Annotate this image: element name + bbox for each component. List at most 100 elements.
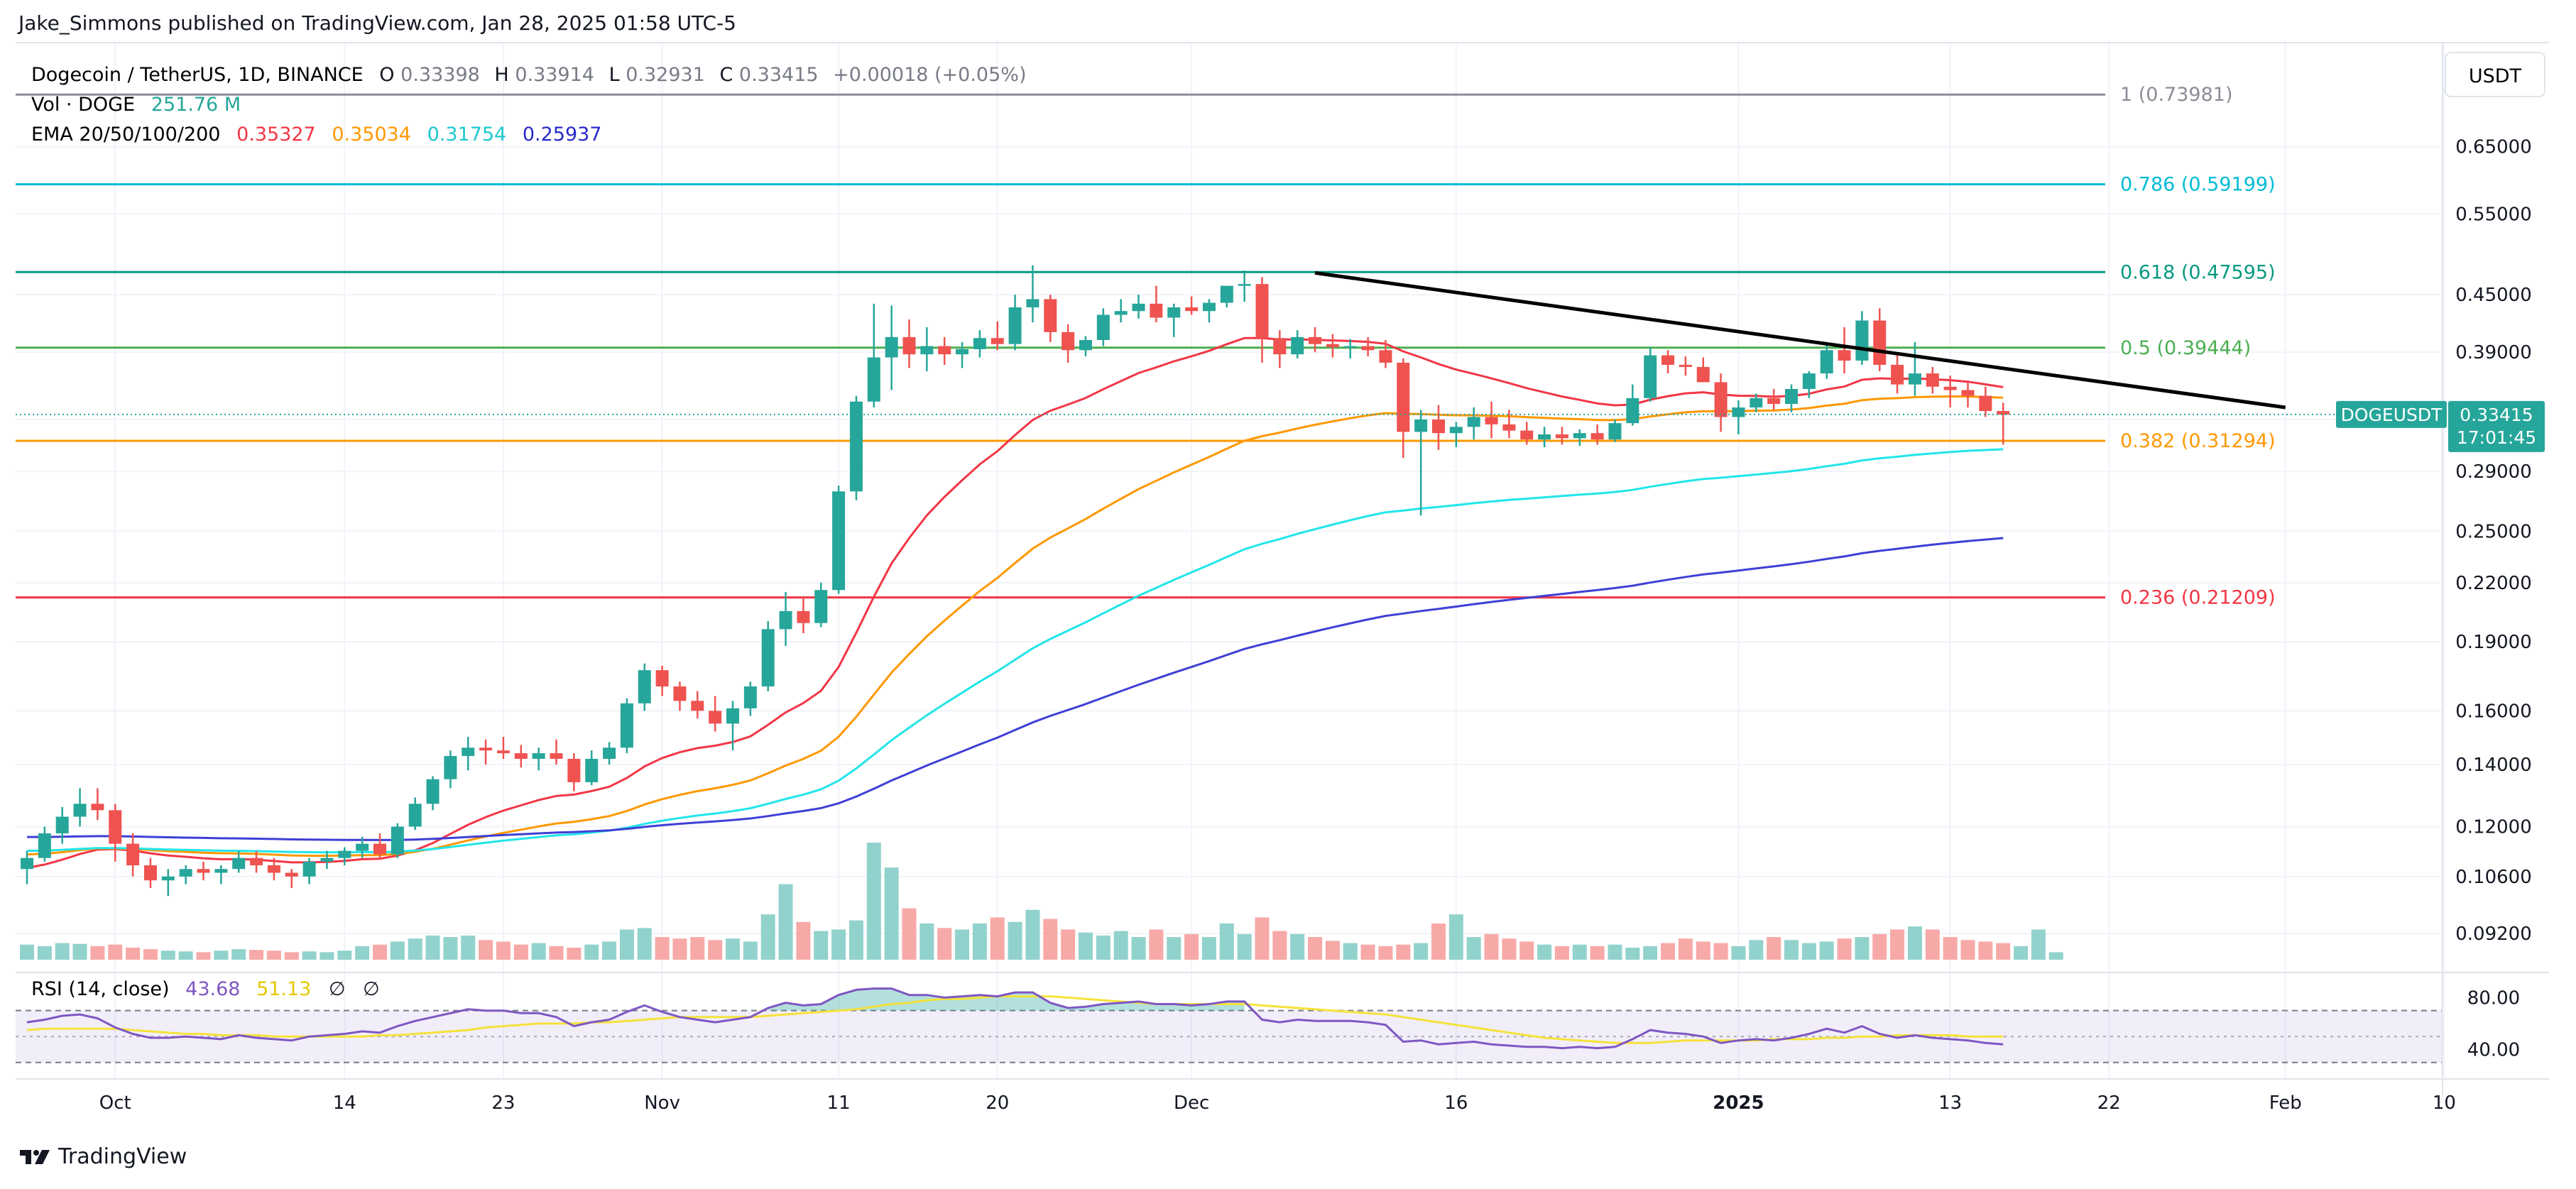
candle-body <box>109 810 122 844</box>
volume-bar <box>1378 946 1393 960</box>
volume-bar <box>355 946 370 960</box>
candle-body <box>1343 346 1357 348</box>
candle-body <box>743 686 757 708</box>
tradingview-branding[interactable]: TradingView <box>18 1144 187 1169</box>
time-tick-label: 10 <box>2433 1092 2456 1114</box>
candle-body <box>1696 366 1710 383</box>
volume-bar <box>902 908 917 960</box>
countdown-tag: 17:01:45 <box>2457 427 2536 448</box>
high-key: H <box>494 64 508 86</box>
volume-bar <box>108 944 123 960</box>
fib-level-label: 0.786 (0.59199) <box>2120 174 2276 196</box>
candle-body <box>1167 307 1181 318</box>
volume-bar <box>1448 914 1463 960</box>
candle-body <box>1132 303 1145 312</box>
volume-bar <box>655 937 670 960</box>
candle-body <box>462 747 475 757</box>
price-tick-label: 0.14000 <box>2455 755 2532 776</box>
volume-bar <box>567 947 582 960</box>
rsi-na-icon-2: ∅ <box>363 978 380 1000</box>
price-tick-label: 0.55000 <box>2455 204 2532 225</box>
time-tick-label: 14 <box>333 1092 356 1114</box>
volume-bar <box>937 928 952 960</box>
volume-bar <box>848 920 863 960</box>
volume-bar <box>1519 941 1534 960</box>
volume-bar <box>1713 943 1728 960</box>
volume-bar <box>760 914 775 960</box>
ema200-line <box>27 537 2004 841</box>
fibonacci-retracement: 1 (0.73981) 0.786 (0.59199) 0.618 (0.47595… <box>16 84 2276 609</box>
rsi-pane: 80.00 40.00 <box>16 987 2520 1063</box>
price-tick-label: 0.10600 <box>2455 867 2532 888</box>
volume-bar <box>1749 940 1764 960</box>
currency-selector[interactable]: USDT <box>2445 52 2545 97</box>
candle-body <box>1309 336 1322 344</box>
candle-body <box>1802 373 1816 389</box>
volume-bar <box>2014 946 2029 960</box>
volume-bar <box>160 950 175 960</box>
axes: 0.650000.550000.450000.390000.330000.290… <box>16 42 2549 1114</box>
volume-bar <box>1079 932 1093 960</box>
trendline-segment <box>1314 270 2286 410</box>
fib-level-label: 0.236 (0.21209) <box>2120 587 2276 609</box>
high-value: 0.33914 <box>515 64 594 86</box>
rsi-ma-value: 51.13 <box>256 978 311 1000</box>
volume-bar <box>1661 943 1676 960</box>
rsi-tick-label: 80.00 <box>2467 987 2520 1009</box>
time-tick-label: 11 <box>827 1092 851 1114</box>
candle-body <box>938 346 951 355</box>
volume-bar <box>814 931 829 960</box>
candle-body <box>1732 407 1745 417</box>
candle-body <box>1044 299 1057 332</box>
price-tick-label: 0.65000 <box>2455 137 2532 158</box>
candle-body <box>1608 423 1622 440</box>
candle-body <box>250 857 263 865</box>
svg-text:Vol · DOGE 251.76 M: Vol · DOGE 251.76 M <box>31 94 241 116</box>
volume-bar <box>1343 943 1358 960</box>
price-tick-label: 0.19000 <box>2455 632 2532 653</box>
price-tag: 0.33415 <box>2460 405 2533 425</box>
fib-level-label: 0.382 (0.31294) <box>2120 430 2276 452</box>
volume-bar <box>1625 947 1640 960</box>
svg-text:Dogecoin / TetherUS, 1D, BINAN: Dogecoin / TetherUS, 1D, BINANCE O 0.333… <box>31 64 1026 86</box>
price-tick-label: 0.12000 <box>2455 816 2532 838</box>
candle-body <box>391 826 404 855</box>
volume-bar <box>178 951 193 960</box>
candle-body <box>479 747 493 751</box>
candle-body <box>1997 411 2010 415</box>
volume-bar <box>1113 931 1128 960</box>
candle-body <box>1467 417 1480 427</box>
volume-bar <box>549 946 564 960</box>
low-key: L <box>609 64 620 86</box>
candle-body <box>1185 307 1199 312</box>
candle-body <box>1961 390 1975 396</box>
candle-body <box>726 708 739 724</box>
low-value: 0.32931 <box>626 64 705 86</box>
candle-body <box>1926 373 1939 387</box>
close-value: 0.33415 <box>739 64 819 86</box>
candle-body <box>1202 302 1216 312</box>
time-tick-label: 13 <box>1938 1092 1962 1114</box>
candle-body <box>514 753 528 760</box>
svg-text:EMA 20/50/100/200 0.35: EMA 20/50/100/200 0.35327 0.35034 0.3175… <box>31 124 601 146</box>
volume-bar <box>1855 937 1870 960</box>
volume-bar <box>1219 923 1234 960</box>
volume-bar <box>2048 952 2063 960</box>
candle-body <box>567 759 581 782</box>
price-tick-label: 0.22000 <box>2455 573 2532 594</box>
candle-body <box>496 750 510 754</box>
candle-body <box>532 753 545 760</box>
fib-level-label: 0.618 (0.47595) <box>2120 261 2276 283</box>
ema200-value: 0.25937 <box>523 124 602 146</box>
rsi-line <box>26 987 2004 1050</box>
candle-body <box>1820 350 1833 374</box>
candle-body <box>920 346 934 355</box>
volume-bar <box>1943 937 1958 960</box>
volume-bar <box>284 952 299 960</box>
price-tag-bg <box>2448 400 2545 452</box>
candle-body <box>232 857 246 870</box>
candle-body <box>1661 355 1675 365</box>
candle-body <box>161 876 175 881</box>
candle-body <box>1397 362 1410 432</box>
